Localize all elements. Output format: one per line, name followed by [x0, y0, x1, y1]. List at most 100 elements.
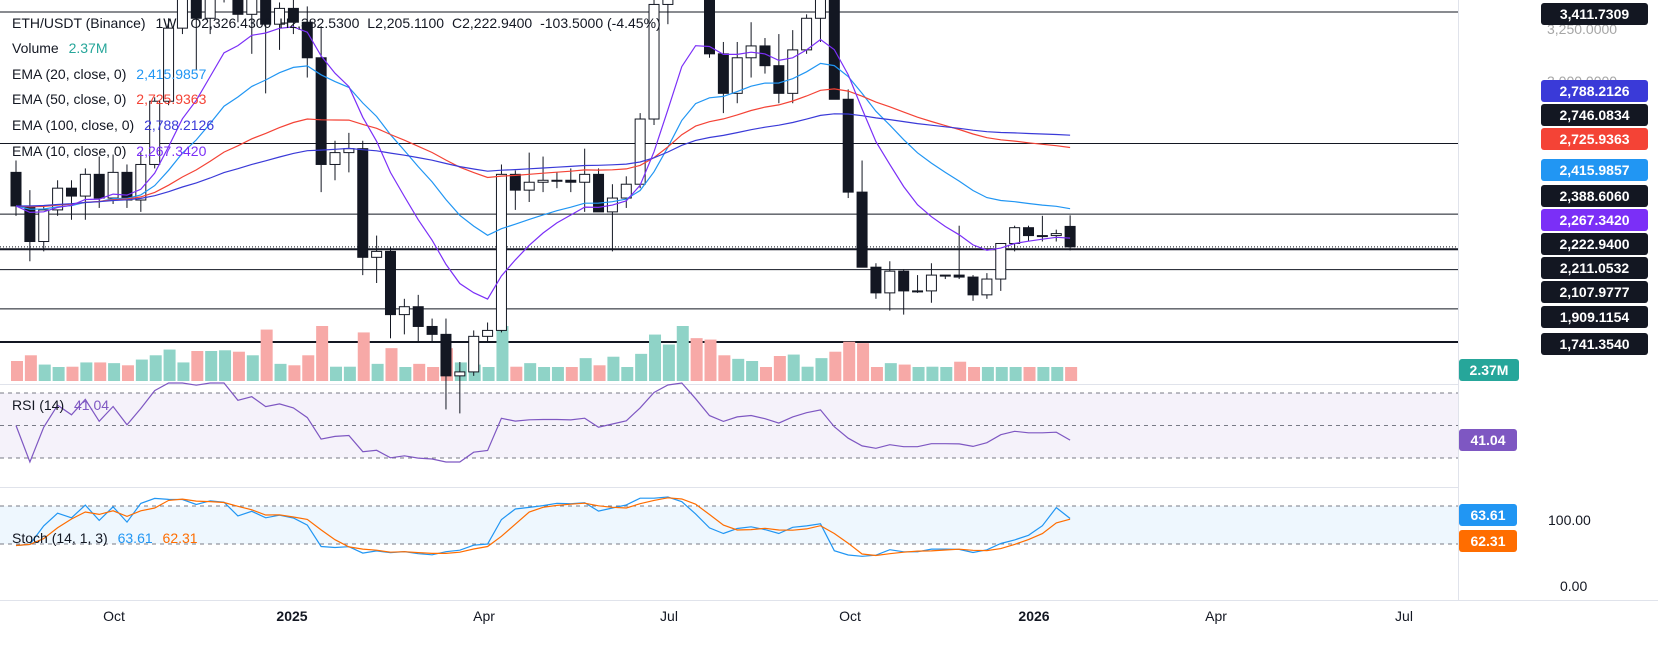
ema100-legend[interactable]: EMA (100, close, 0) 2,788.2126 — [12, 117, 214, 133]
price-axis-label-3250: 3,250.0000 — [1547, 21, 1618, 37]
volume-value: 2.37M — [68, 40, 108, 56]
candle-body — [565, 179, 577, 183]
volume-bar — [746, 361, 759, 381]
volume-bar — [232, 351, 245, 381]
volume-bar — [135, 359, 148, 381]
candle-body — [981, 278, 993, 296]
volume-bar — [676, 326, 689, 381]
candle-body — [787, 49, 799, 94]
volume-bar — [704, 339, 717, 381]
candle-body — [773, 65, 785, 94]
candle-body — [426, 325, 438, 335]
volume-bar — [635, 353, 648, 381]
candle-body — [648, 3, 660, 120]
stoch-band-fill — [0, 506, 1458, 544]
volume-bar — [482, 367, 495, 381]
candle-body — [121, 171, 133, 201]
volume-bar — [288, 365, 301, 381]
ema20-legend[interactable]: EMA (20, close, 0) 2,415.9857 — [12, 66, 206, 82]
stoch-axis-top: 100.00 — [1548, 512, 1591, 528]
volume-bar — [246, 355, 259, 381]
volume-bar — [52, 367, 65, 381]
time-axis-label: Jul — [660, 608, 678, 624]
candle-body — [870, 266, 882, 294]
price-tag: 3,411.7309 — [1541, 3, 1648, 25]
ema50-line — [15, 88, 1071, 208]
volume-bar — [1037, 367, 1050, 381]
volume-bar — [649, 334, 662, 381]
volume-bar — [843, 341, 856, 381]
ema20-label: EMA (20, close, 0) — [12, 66, 127, 82]
volume-bar — [121, 365, 134, 381]
volume-bar — [690, 338, 703, 381]
volume-bar — [11, 361, 23, 381]
price-tag: 2,788.2126 — [1541, 80, 1648, 102]
candle-body — [398, 306, 410, 316]
time-axis-label: Oct — [839, 608, 861, 624]
volume-bar — [593, 365, 606, 381]
candle-body — [1036, 235, 1048, 238]
volume-bar — [357, 332, 370, 381]
ema100-value: 2,788.2126 — [144, 117, 215, 133]
volume-bar — [968, 367, 981, 381]
candle-body — [482, 329, 494, 337]
candle-body — [912, 290, 924, 293]
rsi-value-tag: 41.04 — [1459, 429, 1517, 451]
candle-body — [939, 274, 951, 277]
ema20-line — [15, 62, 1071, 236]
candle-body — [440, 333, 452, 377]
rsi-line — [15, 382, 1071, 464]
volume-bar — [205, 351, 218, 381]
volume-bar — [219, 350, 232, 381]
candle-body — [52, 187, 64, 211]
volume-bar — [177, 362, 190, 381]
price-axis-border — [1458, 0, 1459, 600]
volume-bar — [621, 367, 634, 381]
candle-body — [523, 181, 535, 191]
stoch-label: Stoch (14, 1, 3) — [12, 530, 108, 546]
volume-legend[interactable]: Volume 2.37M — [12, 40, 108, 56]
time-axis-label: Jul — [1395, 608, 1413, 624]
candle-body — [967, 276, 979, 296]
price-tag: 2,415.9857 — [1541, 159, 1648, 181]
volume-bar — [981, 367, 994, 381]
candle-body — [454, 371, 466, 377]
interval-label: 1W — [155, 15, 177, 31]
ema100-label: EMA (100, close, 0) — [12, 117, 135, 133]
volume-bar — [330, 366, 343, 381]
ema20-value: 2,415.9857 — [136, 66, 207, 82]
volume-bar — [829, 351, 842, 381]
high-value: H2,382.5300 — [279, 15, 360, 31]
volume-bar — [38, 364, 51, 381]
volume-bar — [427, 367, 440, 381]
candle-body — [287, 7, 299, 23]
close-value: C2,222.9400 — [452, 15, 533, 31]
volume-bar — [995, 367, 1008, 381]
ema50-label: EMA (50, close, 0) — [12, 91, 127, 107]
candle-body — [232, 0, 244, 15]
ema100-line — [16, 113, 1071, 207]
stoch-k-value: 63.61 — [117, 530, 153, 546]
price-tag: 2,222.9400 — [1541, 233, 1648, 255]
volume-bar — [413, 363, 426, 381]
ema10-legend[interactable]: EMA (10, close, 0) 2,267.3420 — [12, 143, 206, 159]
rsi-legend[interactable]: RSI (14) 41.04 — [12, 397, 109, 413]
candle-body — [65, 187, 77, 197]
candle-body — [10, 171, 22, 207]
price-tag: 1,909.1154 — [1541, 306, 1648, 328]
volume-bar — [385, 348, 398, 381]
candle-body — [1050, 233, 1062, 237]
ema50-legend[interactable]: EMA (50, close, 0) 2,725.9363 — [12, 91, 206, 107]
volume-bar — [302, 355, 315, 381]
volume-bar — [149, 355, 162, 381]
candle-body — [704, 0, 715, 55]
candle-body — [620, 183, 632, 199]
candle-body — [842, 98, 854, 193]
volume-bar — [399, 367, 412, 381]
stoch-legend[interactable]: Stoch (14, 1, 3) 63.61 62.31 — [12, 530, 198, 546]
rsi-label: RSI (14) — [12, 397, 65, 413]
volume-bar — [787, 354, 800, 381]
volume-bar — [940, 367, 953, 381]
